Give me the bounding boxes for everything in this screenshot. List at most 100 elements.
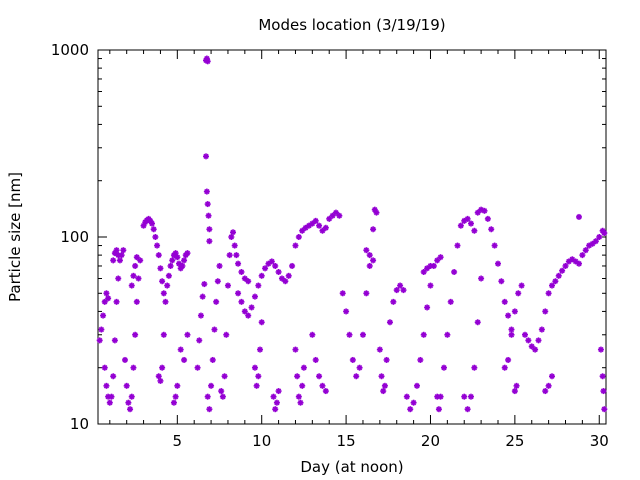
data-point (238, 268, 245, 275)
data-point (289, 262, 296, 269)
data-point (444, 331, 451, 338)
data-point (592, 238, 599, 245)
data-point (206, 406, 213, 413)
data-point (413, 382, 420, 389)
data-point (343, 308, 350, 315)
data-point (174, 254, 181, 261)
data-point (515, 290, 522, 297)
data-point (511, 388, 518, 395)
data-point (393, 287, 400, 294)
data-point (221, 373, 228, 380)
x-tick-label: 25 (505, 432, 524, 450)
data-point (258, 319, 265, 326)
plot-frame (97, 49, 607, 425)
data-point (273, 399, 280, 406)
data-point (390, 298, 397, 305)
data-point (123, 382, 130, 389)
x-tick-label: 20 (421, 432, 440, 450)
data-point (322, 388, 329, 395)
data-point (262, 265, 269, 272)
data-point (159, 278, 166, 285)
data-point (100, 312, 107, 319)
data-point (562, 262, 569, 269)
data-point (575, 260, 582, 267)
data-point (133, 254, 140, 261)
data-point (410, 399, 417, 406)
data-point (440, 364, 447, 371)
data-point (216, 262, 223, 269)
data-point (601, 406, 608, 413)
data-point (184, 250, 191, 257)
data-point (172, 393, 179, 400)
data-point (219, 393, 226, 400)
data-point (417, 356, 424, 363)
y-tick-label: 10 (70, 415, 89, 433)
data-point (133, 298, 140, 305)
data-point (105, 295, 112, 302)
data-point (339, 290, 346, 297)
data-point (103, 382, 110, 389)
data-point (370, 226, 377, 233)
data-point (505, 356, 512, 363)
data-point (474, 319, 481, 326)
data-point (555, 272, 562, 279)
data-point (108, 393, 115, 400)
data-point (164, 282, 171, 289)
data-point (255, 282, 262, 289)
data-point (268, 258, 275, 265)
data-point (257, 346, 264, 353)
data-point (545, 382, 552, 389)
data-point (122, 356, 129, 363)
data-point (154, 242, 161, 249)
data-point (201, 281, 208, 288)
data-point (471, 364, 478, 371)
data-point (601, 230, 608, 237)
x-tick-label: 5 (173, 432, 183, 450)
data-point (464, 406, 471, 413)
data-point (162, 298, 169, 305)
data-point (464, 215, 471, 222)
data-point (491, 242, 498, 249)
data-point (494, 260, 501, 267)
data-point (353, 373, 360, 380)
data-point (224, 282, 231, 289)
data-point (130, 364, 137, 371)
data-point (434, 257, 441, 264)
data-point (518, 282, 525, 289)
data-point (209, 356, 216, 363)
data-point (316, 373, 323, 380)
data-point (597, 346, 604, 353)
data-point (130, 272, 137, 279)
data-point (206, 238, 213, 245)
data-point (292, 242, 299, 249)
data-point (505, 312, 512, 319)
data-point (397, 282, 404, 289)
data-point (295, 393, 302, 400)
data-point (532, 346, 539, 353)
data-point (528, 343, 535, 350)
data-point (501, 298, 508, 305)
y-tick-label: 1000 (51, 41, 89, 59)
data-point (454, 242, 461, 249)
data-point (113, 298, 120, 305)
data-point (457, 222, 464, 229)
data-point (538, 326, 545, 333)
data-point (270, 393, 277, 400)
data-point (251, 364, 258, 371)
data-point (508, 331, 515, 338)
data-point (128, 282, 135, 289)
data-point (233, 252, 240, 259)
data-point (110, 257, 117, 264)
data-point (447, 298, 454, 305)
data-point (194, 364, 201, 371)
data-point (230, 229, 237, 236)
data-point (174, 382, 181, 389)
data-point (211, 326, 218, 333)
data-point (160, 290, 167, 297)
data-point (197, 312, 204, 319)
data-point (155, 252, 162, 259)
data-point (424, 265, 431, 272)
data-point (116, 257, 123, 264)
data-point (548, 282, 555, 289)
